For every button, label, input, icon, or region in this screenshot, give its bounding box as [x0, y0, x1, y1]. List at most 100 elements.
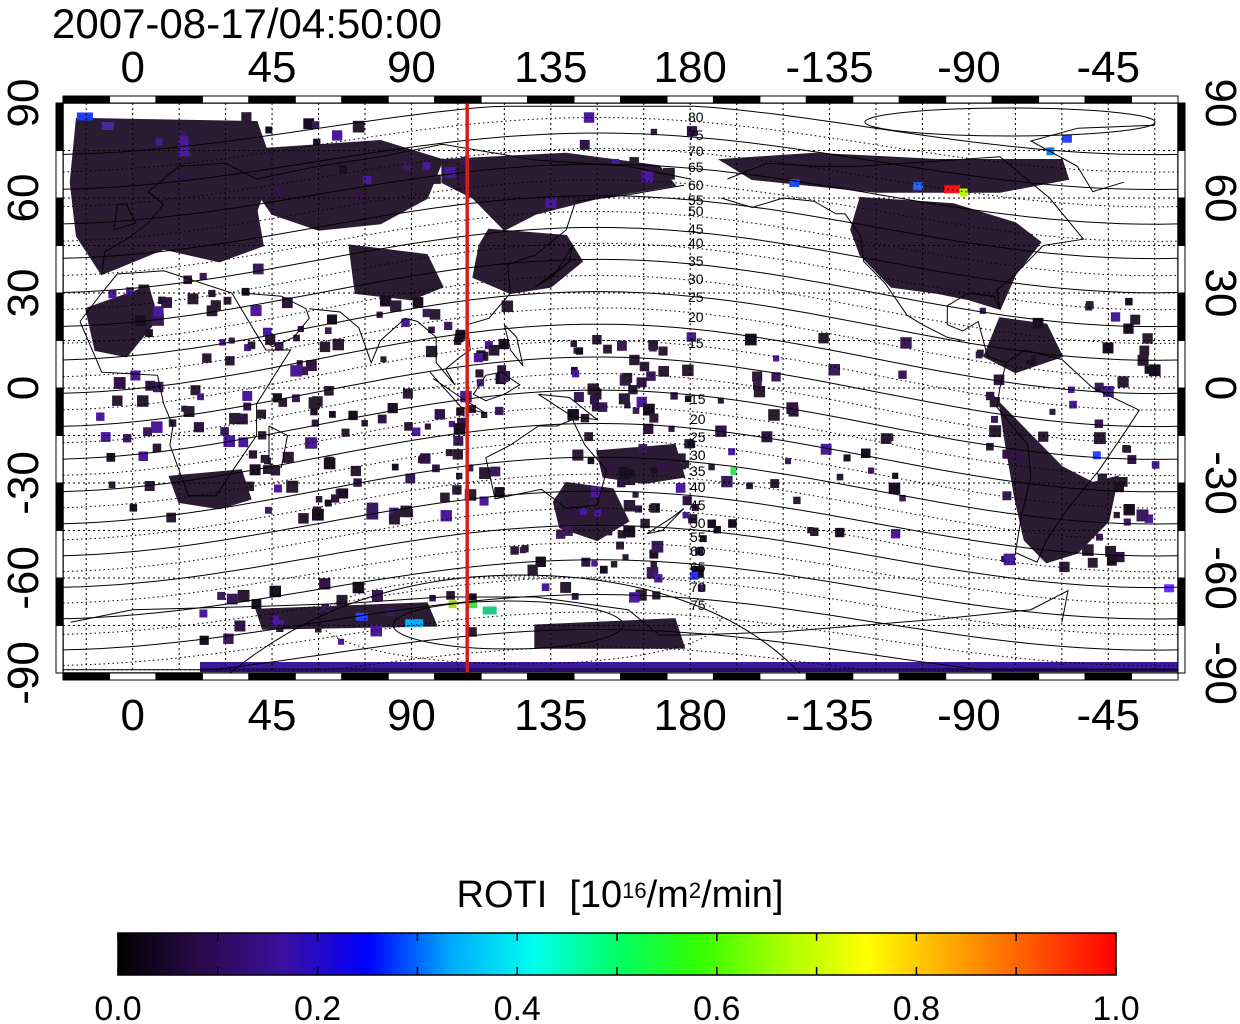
frame-segment [387, 95, 436, 104]
data-point [1096, 533, 1103, 541]
mlat-contour [63, 179, 1178, 242]
data-point [1142, 333, 1153, 344]
data-point [602, 509, 611, 517]
mlat-contour [63, 323, 1178, 395]
mlat-label: 15 [690, 391, 706, 407]
data-point [1037, 329, 1044, 337]
mlat-label: 65 [688, 159, 704, 175]
data-point [425, 345, 438, 358]
roti-data-layer [69, 112, 1178, 672]
frame-segment [1177, 577, 1186, 626]
lon-tick-label-top: 0 [120, 43, 144, 92]
data-point [602, 525, 613, 536]
data-point [835, 527, 845, 538]
lat-tick-label-left: -30 [0, 451, 48, 515]
data-point [648, 340, 658, 350]
data-point [898, 370, 907, 379]
mlat-contour [319, 575, 721, 665]
lat-tick-label-right: 90 [1196, 79, 1240, 128]
data-point [510, 546, 519, 555]
data-point [649, 549, 659, 559]
data-point [643, 403, 655, 416]
data-point [434, 409, 445, 420]
data-point [556, 529, 566, 539]
data-point [624, 402, 631, 409]
data-point [1102, 386, 1114, 397]
mlat-contour [63, 559, 1178, 620]
data-point [387, 607, 396, 616]
data-point [319, 341, 331, 353]
colorbar-tick-label: 0.0 [94, 990, 141, 1024]
frame-segment [991, 672, 1040, 681]
mlat-label: 35 [688, 253, 704, 269]
data-point [183, 406, 195, 417]
data-point [479, 496, 489, 506]
data-point [108, 131, 116, 139]
data-point [979, 307, 986, 314]
data-point [628, 385, 638, 395]
data-point [572, 449, 584, 461]
lon-tick-label-bottom: -90 [937, 691, 1001, 740]
coastlines [70, 124, 1155, 636]
data-point [217, 591, 226, 600]
data-point [682, 496, 692, 506]
mlat-contour [63, 291, 1178, 361]
data-point [591, 560, 598, 567]
frame-segment [1038, 672, 1086, 681]
coastline [241, 292, 310, 348]
data-point [650, 128, 658, 136]
data-point [676, 453, 686, 463]
data-point [1049, 408, 1056, 415]
data-point [637, 461, 649, 474]
data-point [989, 425, 1002, 438]
data-point [1097, 473, 1108, 484]
mlat-label: 55 [688, 192, 704, 208]
mlat-label: 60 [690, 543, 706, 559]
data-point [542, 166, 552, 177]
frame-segment [759, 672, 807, 681]
data-point [177, 185, 185, 193]
frame-segment [1177, 150, 1186, 199]
data-point [331, 494, 340, 503]
data-point [312, 508, 324, 521]
frame-segment [55, 482, 64, 531]
data-point [263, 327, 272, 337]
data-point [311, 419, 319, 427]
coastline [727, 156, 1141, 563]
data-point [402, 388, 413, 399]
data-point [265, 506, 272, 514]
data-point [1014, 450, 1026, 463]
data-point [753, 381, 762, 390]
data-point [632, 491, 639, 498]
data-point [479, 467, 491, 479]
data-point [355, 191, 366, 202]
frame-segment [62, 672, 110, 681]
data-point [219, 339, 226, 346]
data-point [324, 499, 332, 507]
coastline [101, 143, 691, 275]
data-point [312, 121, 320, 129]
data-point [638, 444, 648, 453]
lon-tick-label-bottom: 90 [387, 691, 436, 740]
data-point [1026, 355, 1036, 366]
frame-segment [55, 197, 64, 246]
data-point [321, 604, 329, 612]
frame-segment [1177, 530, 1186, 579]
data-point [639, 361, 650, 372]
frame-segment [1084, 672, 1133, 681]
coastline [860, 235, 963, 341]
data-point [1003, 553, 1016, 566]
data-point [629, 592, 640, 603]
frame-segment [805, 95, 854, 104]
data-point [593, 502, 605, 513]
data-point [313, 138, 321, 146]
data-point [247, 341, 256, 350]
mlat-contour [864, 107, 1156, 137]
data-point [456, 472, 463, 480]
frame-segment [898, 672, 947, 681]
lat-tick-label-right: -60 [1196, 546, 1240, 610]
data-point [422, 308, 431, 318]
data-point [342, 605, 350, 613]
data-point [1055, 466, 1063, 474]
data-point [305, 360, 317, 371]
